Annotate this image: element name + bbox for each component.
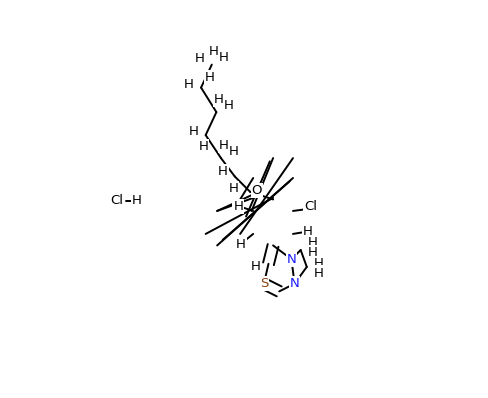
Text: H: H	[313, 257, 324, 270]
Text: H: H	[313, 267, 324, 279]
Text: H: H	[183, 78, 193, 91]
Text: N: N	[286, 253, 296, 266]
Text: H: H	[307, 236, 317, 249]
Text: H: H	[214, 94, 224, 106]
Text: H: H	[303, 225, 313, 238]
Text: N: N	[290, 277, 300, 290]
Text: O: O	[252, 184, 262, 197]
Text: Cl: Cl	[110, 195, 123, 207]
Text: H: H	[132, 195, 142, 207]
Text: H: H	[198, 140, 208, 153]
Text: H: H	[228, 181, 238, 195]
Text: H: H	[229, 145, 239, 158]
Text: H: H	[234, 200, 244, 213]
Text: H: H	[236, 238, 246, 251]
Text: H: H	[219, 51, 228, 64]
Text: H: H	[188, 125, 198, 138]
Text: H: H	[308, 246, 318, 259]
Text: H: H	[208, 45, 218, 58]
Text: Cl: Cl	[304, 200, 317, 213]
Text: H: H	[251, 260, 261, 273]
Text: H: H	[204, 71, 215, 84]
Text: H: H	[219, 139, 229, 152]
Text: H: H	[224, 99, 234, 112]
Text: H: H	[195, 52, 204, 65]
Text: S: S	[260, 277, 268, 290]
Text: H: H	[218, 166, 228, 178]
